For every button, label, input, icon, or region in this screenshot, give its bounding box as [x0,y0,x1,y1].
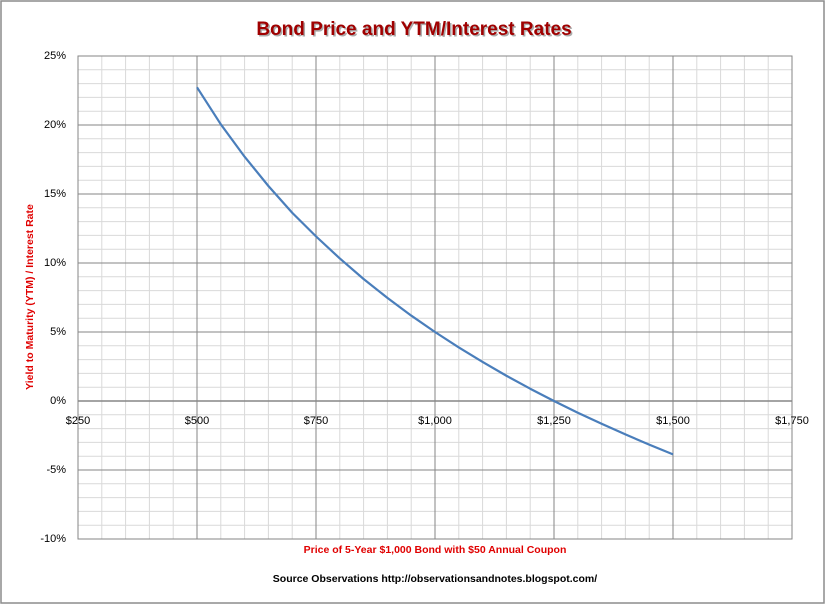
x-tick-label: $1,750 [775,415,809,427]
x-tick-label: $250 [66,415,90,427]
y-tick-label: 20% [44,119,66,131]
y-tick-label: 0% [50,395,66,407]
x-tick-label: $1,000 [418,415,452,427]
y-tick-label: 15% [44,188,66,200]
chart-title: Bond Price and YTM/Interest Rates [256,19,571,40]
y-tick-label: 25% [44,50,66,62]
y-axis-label: Yield to Maturity (YTM) / Interest Rate [24,204,36,390]
y-tick-label: 5% [50,326,66,338]
y-tick-label: -10% [40,533,66,545]
x-tick-label: $750 [304,415,328,427]
y-tick-label: -5% [46,464,66,476]
source-note: Source Observations http://observationsa… [273,573,597,585]
x-tick-label: $500 [185,415,209,427]
x-tick-label: $1,500 [656,415,690,427]
x-axis-label: Price of 5-Year $1,000 Bond with $50 Ann… [304,544,567,556]
x-tick-label: $1,250 [537,415,571,427]
y-tick-label: 10% [44,257,66,269]
data-line [196,86,674,456]
chart-title-shadow: Bond Price and YTM/Interest Rates [258,21,573,42]
